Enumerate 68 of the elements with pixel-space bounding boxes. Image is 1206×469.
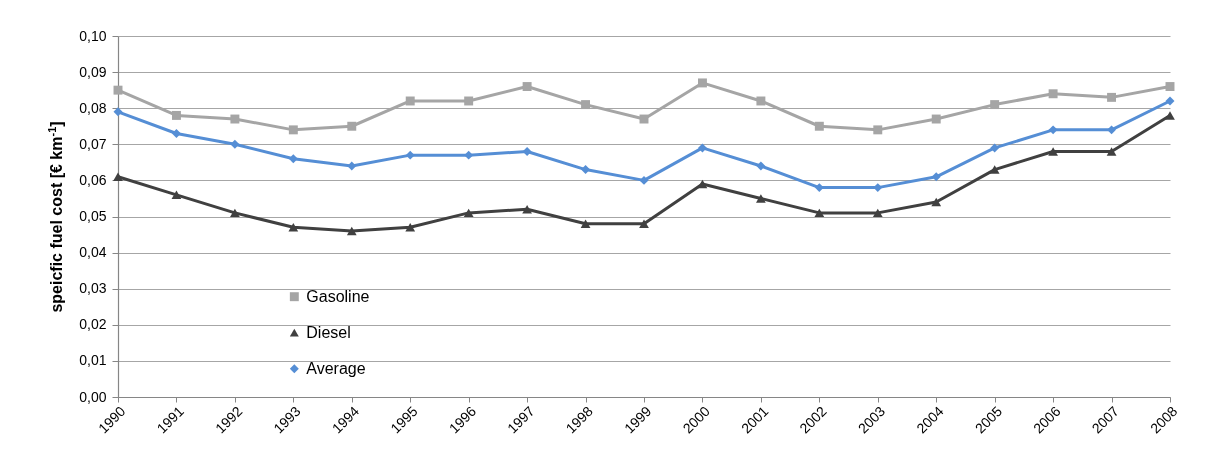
y-tick-label: 0,10 bbox=[79, 27, 107, 44]
point bbox=[171, 110, 181, 120]
legend-label: Diesel bbox=[306, 323, 351, 341]
point bbox=[464, 150, 474, 160]
point bbox=[347, 121, 357, 131]
point bbox=[872, 208, 883, 218]
point bbox=[697, 143, 707, 153]
point bbox=[931, 197, 942, 207]
point bbox=[464, 96, 474, 106]
point bbox=[931, 114, 941, 124]
point bbox=[639, 175, 649, 185]
point bbox=[697, 78, 707, 88]
legend-label: Gasoline bbox=[306, 287, 370, 305]
y-tick-label: 0,09 bbox=[79, 63, 107, 80]
y-tick-label: 0,00 bbox=[79, 388, 107, 405]
point bbox=[639, 114, 649, 124]
point bbox=[581, 165, 591, 175]
point bbox=[1048, 89, 1058, 99]
point bbox=[230, 139, 240, 149]
point bbox=[463, 208, 474, 218]
point bbox=[405, 150, 415, 160]
point bbox=[522, 82, 532, 92]
point bbox=[990, 143, 1000, 153]
point bbox=[1107, 125, 1117, 135]
point bbox=[814, 183, 824, 193]
point bbox=[814, 208, 825, 218]
point bbox=[1048, 147, 1058, 156]
point bbox=[931, 172, 941, 182]
y-tick-label: 0,01 bbox=[79, 352, 107, 369]
y-tick-label: 0,06 bbox=[79, 171, 107, 188]
point bbox=[288, 223, 299, 232]
point bbox=[113, 107, 123, 117]
point bbox=[113, 172, 123, 182]
point bbox=[756, 194, 766, 203]
point bbox=[113, 85, 123, 95]
point bbox=[756, 161, 766, 171]
point bbox=[288, 125, 298, 135]
point bbox=[1106, 147, 1117, 156]
point bbox=[989, 165, 1000, 174]
point bbox=[230, 208, 240, 218]
point bbox=[1165, 111, 1175, 120]
point bbox=[347, 161, 357, 171]
y-tick-label: 0,05 bbox=[79, 208, 107, 224]
point bbox=[171, 190, 182, 200]
point bbox=[405, 96, 415, 106]
point bbox=[1107, 92, 1117, 102]
point bbox=[697, 179, 708, 189]
point bbox=[639, 219, 649, 228]
point bbox=[814, 121, 824, 131]
point bbox=[580, 219, 591, 228]
y-tick-label: 0,08 bbox=[79, 99, 107, 116]
point bbox=[873, 125, 883, 135]
point bbox=[346, 226, 357, 236]
y-tick-label: 0,02 bbox=[79, 316, 107, 333]
y-tick-label: 0,03 bbox=[79, 280, 107, 297]
point bbox=[230, 114, 240, 124]
point bbox=[522, 205, 532, 214]
point bbox=[756, 96, 766, 106]
point bbox=[171, 129, 181, 138]
y-tick-label: 0,07 bbox=[79, 135, 107, 152]
point bbox=[522, 147, 532, 156]
point bbox=[1165, 82, 1175, 92]
point bbox=[288, 154, 298, 164]
legend-label: Average bbox=[306, 359, 366, 377]
point bbox=[405, 223, 416, 232]
y-tick-label: 0,04 bbox=[79, 244, 107, 261]
point bbox=[1048, 125, 1058, 135]
point bbox=[1165, 96, 1175, 106]
